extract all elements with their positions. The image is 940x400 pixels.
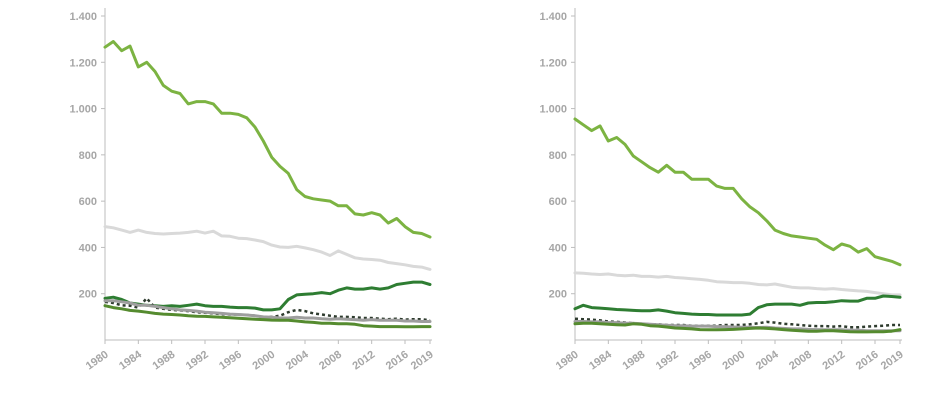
line-chart-left: 200 400 600 800 1.000 1.200 1.400 1980 1984 1988 1… xyxy=(69,8,436,373)
y-tick-label: 800 xyxy=(549,150,567,162)
x-tick-label: 2019 xyxy=(879,349,906,373)
series-line-5 xyxy=(103,299,432,323)
x-tick-label: 2016 xyxy=(854,349,881,373)
y-tick-label: 1.200 xyxy=(69,57,97,69)
x-tick-label: 1984 xyxy=(587,348,615,372)
x-tick-label: 1988 xyxy=(150,349,177,373)
series-line-1 xyxy=(103,40,432,239)
series-line-1 xyxy=(573,117,902,267)
x-tick-label: 1992 xyxy=(654,349,681,373)
y-tick-label: 1.000 xyxy=(539,104,567,116)
y-tick-label: 1.400 xyxy=(69,11,97,23)
x-tick-label: 1984 xyxy=(117,348,145,372)
x-tick-label: 2008 xyxy=(317,349,344,373)
y-tick-label: 1.200 xyxy=(539,57,567,69)
series-line-6 xyxy=(573,321,902,334)
y-tick-label: 200 xyxy=(549,289,567,301)
x-tick-label: 2000 xyxy=(250,349,277,373)
x-tick-label: 2008 xyxy=(787,349,814,373)
x-tick-label: 1996 xyxy=(687,349,714,373)
x-tick-label: 2004 xyxy=(754,348,782,372)
x-tick-label: 2019 xyxy=(409,349,436,373)
x-tick-label: 2016 xyxy=(384,349,411,373)
x-tick-label: 1988 xyxy=(620,349,647,373)
y-tick-label: 600 xyxy=(549,196,567,208)
x-tick-label: 2000 xyxy=(720,349,747,373)
chart-panel-left: 200 400 600 800 1.000 1.200 1.400 1980 1984 1988 1… xyxy=(69,8,436,373)
series-line-3 xyxy=(573,294,902,317)
y-tick-label: 600 xyxy=(79,196,97,208)
x-tick-label: 1980 xyxy=(84,349,111,373)
y-tick-label: 400 xyxy=(79,242,97,254)
chart-panel-right: 200 400 600 800 1.000 1.200 1.400 1980 1984 1988 1… xyxy=(470,0,940,400)
x-tick-label: 2012 xyxy=(820,349,847,373)
y-tick-label: 200 xyxy=(79,289,97,301)
y-tick-label: 1.000 xyxy=(69,104,97,116)
x-tick-label: 1980 xyxy=(554,349,581,373)
x-tick-label: 1992 xyxy=(184,349,211,373)
series-line-4 xyxy=(104,297,431,322)
y-tick-label: 800 xyxy=(79,150,97,162)
y-tick-label: 400 xyxy=(549,242,567,254)
series-line-2 xyxy=(573,271,902,297)
x-tick-label: 1996 xyxy=(217,349,244,373)
y-tick-label: 1.400 xyxy=(539,11,567,23)
series-line-2 xyxy=(103,225,432,271)
x-tick-label: 2004 xyxy=(284,348,312,372)
series-line-6 xyxy=(103,304,432,329)
line-chart-right: 200 400 600 800 1.000 1.200 1.400 1980 1984 1988 1… xyxy=(539,8,906,373)
x-tick-label: 2012 xyxy=(350,349,377,373)
